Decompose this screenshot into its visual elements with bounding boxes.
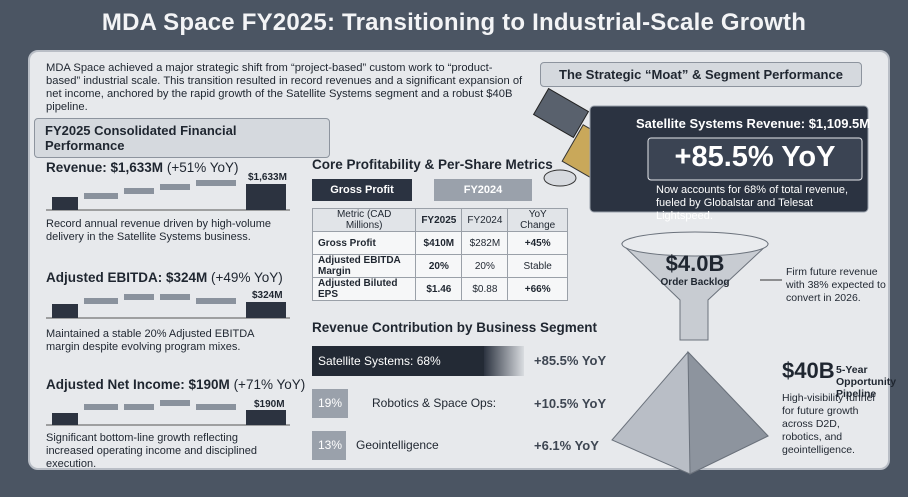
spark-bar (52, 413, 78, 425)
column-header: FY2024 (461, 208, 509, 232)
table-row: Adjusted Biluted EPS $1.46 $0.88 +66% (311, 277, 568, 301)
segment-label: Satellite Systems: 68% (318, 354, 441, 368)
metric-description: Significant bottom-line growth reflectin… (46, 432, 257, 470)
antenna-dish (543, 169, 577, 187)
backlog-label: Order Backlog (660, 277, 730, 288)
satellite-growth: +85.5% YoY (674, 141, 836, 173)
spark-bar (246, 302, 286, 318)
metric-value: Adjusted EBITDA: $324M (46, 270, 208, 285)
segment-label: Geointelligence (356, 438, 439, 452)
section-title: Revenue Contribution by Business Segment (312, 320, 598, 335)
table-row: Gross Profit $410M $282M +45% (311, 231, 568, 255)
spark-bar (196, 298, 236, 304)
segment-bar (312, 346, 484, 376)
spark-bar (196, 180, 236, 186)
page-title: MDA Space FY2025: Transitioning to Indus… (101, 9, 807, 36)
spark-bar (124, 188, 154, 194)
spark-label: $1,633M (248, 172, 287, 183)
metric-change: (+51% YoY) (166, 160, 239, 175)
segment-share: 13% (318, 438, 343, 452)
sparkline (46, 294, 290, 319)
cell: $0.88 (461, 277, 509, 301)
spark-bar (84, 404, 118, 410)
cell: Adjusted Biluted EPS (311, 277, 417, 301)
cell: Adjusted EBITDA Margin (311, 254, 417, 278)
spark-bar (84, 298, 118, 304)
section-heading: FY2025 Consolidated Financial Performanc… (34, 118, 330, 158)
cell: $282M (461, 231, 509, 255)
segment-bar (312, 389, 348, 418)
spark-bar (84, 193, 118, 199)
spark-label: $190M (254, 399, 285, 410)
growth-box (647, 137, 863, 181)
satellite-title: Satellite Systems Revenue: $1,109.5M (636, 116, 871, 131)
metric-value: Adjusted Net Income: $190M (46, 377, 230, 392)
cell: $1.46 (415, 277, 463, 301)
pipeline-value: $40B (782, 358, 835, 383)
segment-bar (312, 431, 346, 460)
table-row: Adjusted EBITDA Margin 20% 20% Stable (311, 254, 568, 278)
pyramid-face (687, 350, 769, 475)
cell: +45% (507, 231, 568, 255)
spark-bar (160, 294, 190, 300)
metrics-table: Metric (CAD Millions) FY2025 FY2024 YoY … (311, 208, 568, 301)
metric-value: Revenue: $1,633M (46, 160, 164, 175)
spark-bar (52, 304, 78, 318)
cell: Stable (507, 254, 568, 278)
backlog-value: $4.0B (665, 251, 725, 276)
spark-bar (160, 184, 190, 190)
cell: +66% (507, 277, 568, 301)
column-header: FY2025 (415, 208, 463, 232)
solar-panel (532, 87, 590, 139)
section-heading: The Strategic “Moat” & Segment Performan… (540, 62, 862, 87)
sparkline (46, 400, 290, 426)
spark-bar (246, 184, 286, 210)
backlog-description: Firm future revenue with 38% expected to… (786, 266, 886, 304)
intro-text: MDA Space achieved a major strategic shi… (46, 62, 523, 113)
spark-label: $324M (252, 290, 283, 301)
segment-growth: +85.5% YoY (534, 353, 607, 368)
tab[interactable]: Gross Profit (312, 179, 412, 201)
spark-bar (246, 410, 286, 425)
spark-bar (124, 404, 154, 410)
satellite-description: Now accounts for 68% of total revenue, f… (656, 184, 848, 222)
segment-growth: +6.1% YoY (534, 438, 599, 453)
metric-change: (+49% YoY) (211, 270, 283, 285)
cell: $410M (415, 231, 463, 255)
metric-description: Maintained a stable 20% Adjusted EBITDA … (46, 328, 254, 353)
segment-share: 19% (318, 396, 343, 410)
spark-bar (160, 400, 190, 406)
column-header: Metric (CAD Millions) (311, 208, 417, 232)
spark-bar (196, 404, 236, 410)
column-header: YoY Change (507, 208, 568, 232)
section-title: Core Profitability & Per-Share Metrics (312, 157, 553, 172)
spark-bar (124, 294, 154, 300)
metric-description: Record annual revenue driven by high-vol… (46, 218, 272, 243)
funnel-rim (621, 231, 769, 257)
metric-title: Adjusted EBITDA: $324M (+49% YoY) (46, 270, 283, 285)
metric-title: Adjusted Net Income: $190M (+71% YoY) (46, 377, 305, 392)
segment-label: Robotics & Space Ops: (372, 396, 497, 410)
metric-title: Revenue: $1,633M (+51% YoY) (46, 160, 239, 175)
tab[interactable]: FY2024 (434, 179, 532, 201)
sparkline (46, 180, 290, 211)
segment-growth: +10.5% YoY (534, 396, 607, 411)
segment-bar-fade (484, 346, 524, 376)
table-header: Metric (CAD Millions) FY2025 FY2024 YoY … (311, 208, 568, 232)
pipeline-description: High-visibility funnel for future growth… (782, 392, 875, 456)
spark-bar (52, 197, 78, 210)
pipeline-label: 5-Year Opportunity Pipeline (836, 364, 897, 400)
cell: 20% (415, 254, 463, 278)
metric-change: (+71% YoY) (233, 377, 306, 392)
cell: 20% (461, 254, 509, 278)
cell: Gross Profit (311, 231, 417, 255)
